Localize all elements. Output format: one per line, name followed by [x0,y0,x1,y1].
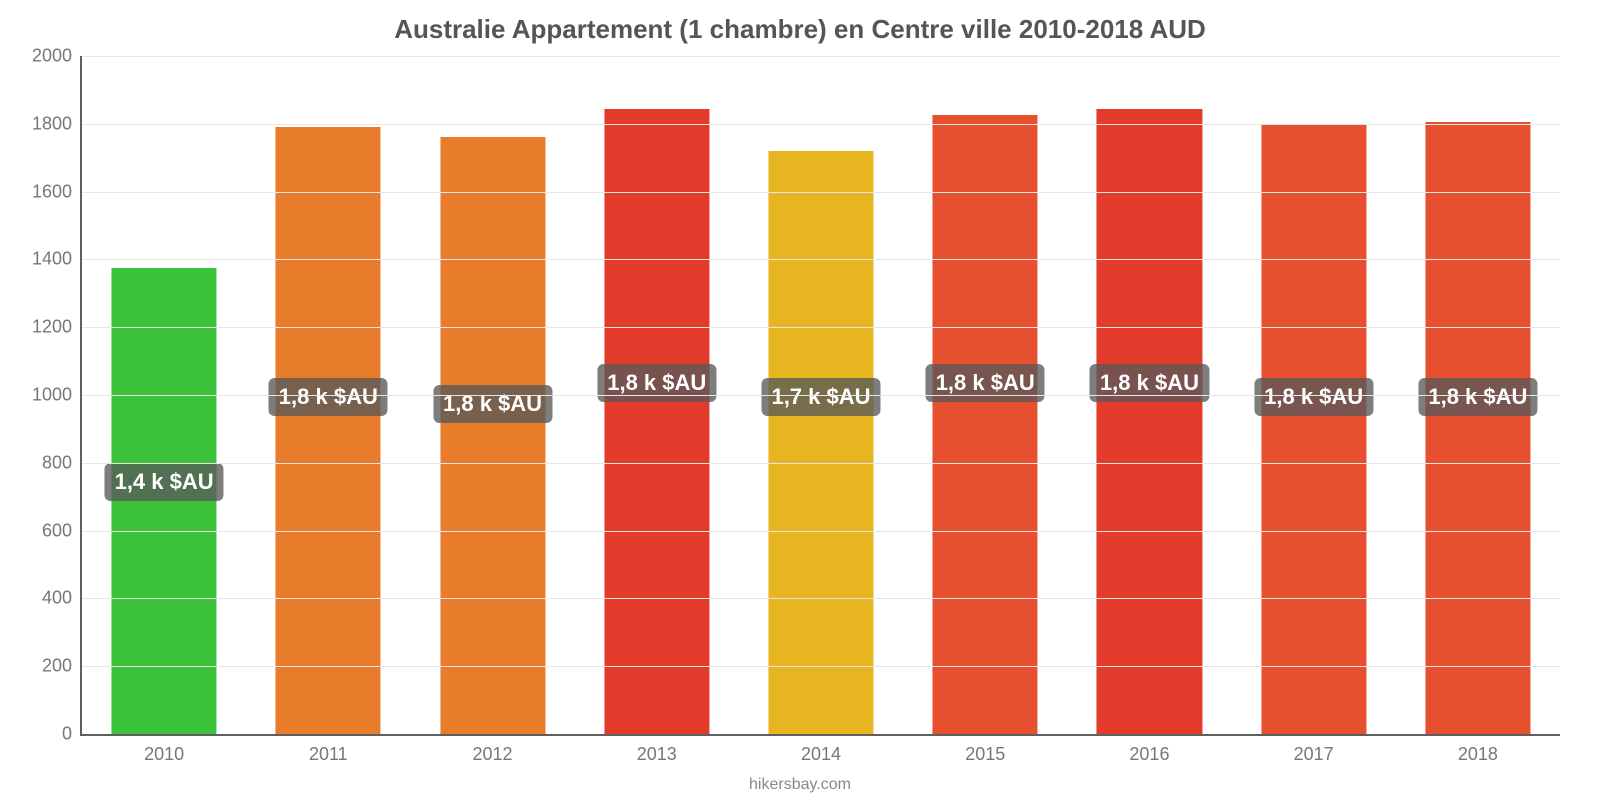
x-axis-tick-label: 2018 [1458,744,1498,765]
bar [440,137,545,734]
bar-value-label: 1,8 k $AU [1090,364,1209,402]
gridline [82,192,1560,193]
bar-value-label: 1,8 k $AU [1254,378,1373,416]
bar-value-label: 1,8 k $AU [1418,378,1537,416]
y-axis-tick-label: 1800 [32,113,82,134]
x-axis-tick-label: 2011 [309,744,348,765]
bar [1425,122,1530,734]
y-axis-tick-label: 800 [42,452,82,473]
gridline [82,56,1560,57]
bar [604,109,709,734]
y-axis-tick-label: 2000 [32,46,82,67]
gridline [82,666,1560,667]
chart-title: Australie Appartement (1 chambre) en Cen… [0,14,1600,45]
bar-value-label: 1,8 k $AU [926,364,1045,402]
bar [1261,124,1366,734]
gridline [82,598,1560,599]
y-axis-tick-label: 1400 [32,249,82,270]
x-axis-tick-label: 2010 [144,744,184,765]
gridline [82,259,1560,260]
y-axis-tick-label: 600 [42,520,82,541]
x-axis-tick-label: 2013 [637,744,677,765]
y-axis-tick-label: 1200 [32,317,82,338]
bar [933,115,1038,734]
x-axis-tick-label: 2012 [473,744,513,765]
y-axis-tick-label: 200 [42,656,82,677]
x-axis-tick-label: 2017 [1294,744,1334,765]
y-axis-tick-label: 1600 [32,181,82,202]
bar-value-label: 1,8 k $AU [433,385,552,423]
x-axis-tick-label: 2016 [1129,744,1169,765]
bar-value-label: 1,4 k $AU [105,463,224,501]
bar-value-label: 1,7 k $AU [761,378,880,416]
bar [112,268,217,734]
plot-area: 1,4 k $AU20101,8 k $AU20111,8 k $AU20121… [80,56,1560,736]
bar-chart: Australie Appartement (1 chambre) en Cen… [0,0,1600,800]
source-credit: hikersbay.com [0,776,1600,794]
y-axis-tick-label: 400 [42,588,82,609]
gridline [82,395,1560,396]
y-axis-tick-label: 1000 [32,385,82,406]
gridline [82,463,1560,464]
gridline [82,327,1560,328]
bar-value-label: 1,8 k $AU [269,378,388,416]
gridline [82,124,1560,125]
bar [768,151,873,734]
bar [1097,109,1202,734]
gridline [82,531,1560,532]
x-axis-tick-label: 2014 [801,744,841,765]
bar [276,127,381,734]
y-axis-tick-label: 0 [62,724,82,745]
x-axis-tick-label: 2015 [965,744,1005,765]
bar-value-label: 1,8 k $AU [597,364,716,402]
